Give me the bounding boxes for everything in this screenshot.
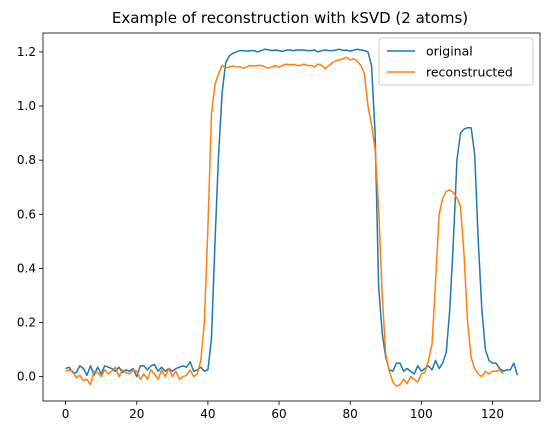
y-axis: 0.0 0.2 0.4 0.6 0.8 1.0 1.2 — [17, 45, 43, 384]
y-tick-label: 0.8 — [17, 153, 36, 167]
y-tick-label: 0.2 — [17, 316, 36, 330]
y-tick-label: 0.6 — [17, 207, 36, 221]
y-tick-label: 1.2 — [17, 45, 36, 59]
legend-label-reconstructed: reconstructed — [426, 65, 513, 80]
x-tick-label: 120 — [481, 407, 504, 421]
legend-box — [378, 37, 534, 86]
x-tick-label: 60 — [271, 407, 286, 421]
y-tick-label: 0.4 — [17, 261, 36, 275]
y-tick-label: 0.0 — [17, 370, 36, 384]
legend: original reconstructed — [378, 37, 534, 86]
series-line-reconstructed — [65, 56, 504, 387]
x-tick-label: 100 — [410, 407, 433, 421]
legend-label-original: original — [426, 44, 473, 59]
series-line-original — [65, 48, 519, 378]
x-tick-label: 80 — [343, 407, 358, 421]
x-tick-label: 20 — [129, 407, 144, 421]
chart-title: Example of reconstruction with kSVD (2 a… — [112, 9, 468, 27]
y-tick-label: 1.0 — [17, 99, 36, 113]
plot-area — [65, 48, 519, 387]
x-tick-label: 40 — [200, 407, 215, 421]
x-axis: 0 20 40 60 80 100 120 — [62, 401, 504, 421]
x-tick-label: 0 — [62, 407, 70, 421]
axes-frame — [42, 32, 541, 402]
